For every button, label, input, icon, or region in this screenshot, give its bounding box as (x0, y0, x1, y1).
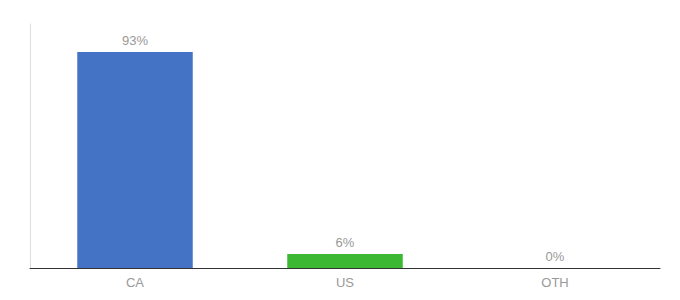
svg-text:CA: CA (126, 275, 144, 290)
svg-text:93%: 93% (122, 33, 148, 48)
svg-text:0%: 0% (546, 249, 565, 264)
svg-text:OTH: OTH (541, 275, 568, 290)
svg-text:6%: 6% (336, 235, 355, 250)
svg-text:US: US (336, 275, 354, 290)
